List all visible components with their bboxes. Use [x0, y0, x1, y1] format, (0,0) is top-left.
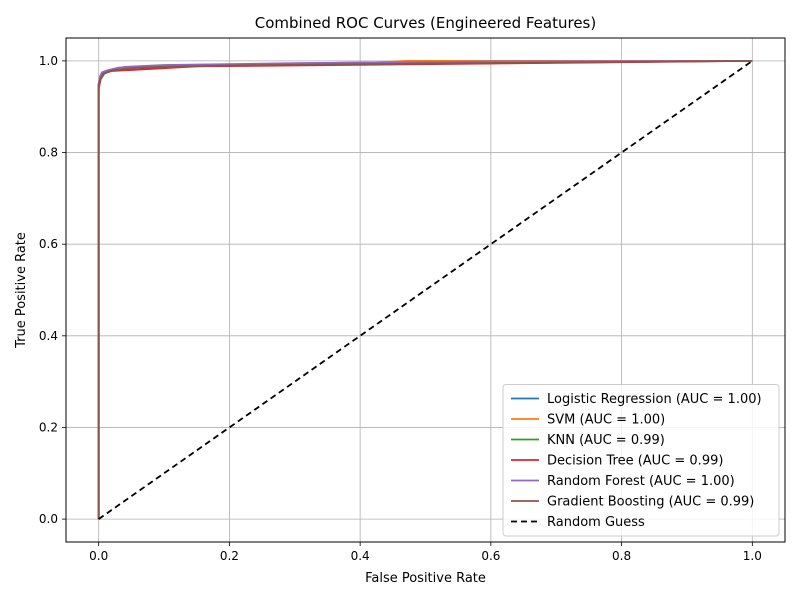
legend-label: Logistic Regression (AUC = 1.00) [547, 392, 762, 407]
x-tick-label: 0.2 [220, 549, 239, 563]
y-tick-label: 0.0 [39, 512, 58, 526]
legend-label: Gradient Boosting (AUC = 0.99) [547, 495, 754, 510]
x-tick-label: 0.8 [612, 549, 631, 563]
chart-title: Combined ROC Curves (Engineered Features… [255, 14, 596, 32]
series-line-random-guess [98, 60, 753, 520]
x-tick-label: 1.0 [743, 549, 762, 563]
legend: Logistic Regression (AUC = 1.00) SVM (AUC… [502, 384, 780, 537]
legend-label: SVM (AUC = 1.00) [547, 413, 665, 428]
series-line-gradient-boosting [97, 60, 753, 520]
series-layer [97, 60, 753, 520]
y-tick-label: 0.2 [39, 420, 58, 434]
y-tick-label: 0.6 [39, 237, 58, 251]
legend-label: KNN (AUC = 0.99) [547, 433, 665, 448]
legend-label: Random Forest (AUC = 1.00) [547, 474, 735, 489]
y-tick-label: 0.4 [39, 329, 58, 343]
grid-lines [66, 38, 785, 542]
x-axis-label: False Positive Rate [365, 571, 486, 586]
y-axis-label: True Positive Rate [14, 232, 29, 349]
y-tick-label: 1.0 [39, 54, 58, 68]
y-tick-label: 0.8 [39, 146, 58, 160]
legend-box [502, 384, 780, 537]
x-tick-label: 0.0 [89, 549, 108, 563]
plot-frame [65, 37, 786, 543]
x-tick-label: 0.6 [481, 549, 500, 563]
axis-ticks: 0.0 0.2 0.4 0.6 0.8 1.0 0.0 0.2 0.4 0.6 0.8 1.0 [39, 54, 762, 563]
legend-label: Random Guess [547, 515, 645, 530]
x-tick-label: 0.4 [351, 549, 370, 563]
legend-label: Decision Tree (AUC = 0.99) [547, 454, 723, 469]
